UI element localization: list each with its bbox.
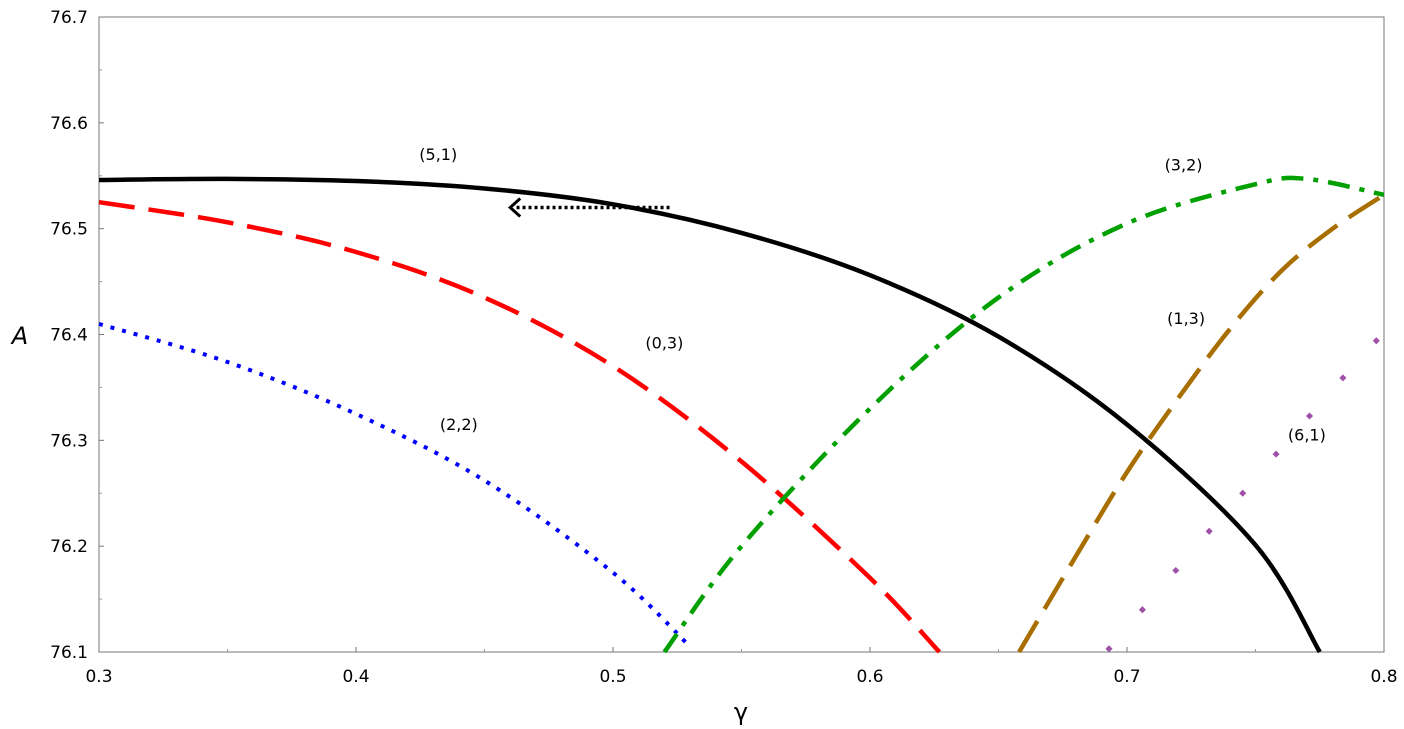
series-6-1-point [1239, 489, 1247, 497]
x-tick-label: 0.8 [1370, 667, 1397, 687]
series-6-1-point [1105, 645, 1113, 653]
series-1-3-line [1017, 192, 1386, 654]
series-3-2-line [662, 175, 1385, 654]
ticks-layer: 0.3 0.4 0.5 0.6 0.7 0.8 76.1 76.2 76.3 76.4 76.5 76… [50, 8, 1397, 687]
annotation-layer [507, 197, 670, 218]
x-tick-label: 0.7 [1113, 667, 1140, 687]
x-tick-label: 0.4 [342, 667, 369, 687]
x-axis-title: γ [734, 698, 748, 726]
arrow-head [507, 197, 522, 218]
y-tick-label: 76.1 [50, 643, 88, 663]
y-tick-label: 76.7 [50, 8, 88, 28]
series-6-1-point [1372, 337, 1380, 345]
label-layer: (5,1) (0,3) (2,2) (3,2) (1,3) (6,1) [419, 145, 1326, 444]
series-label-0-3: (0,3) [645, 333, 683, 352]
y-tick-label: 76.6 [50, 114, 88, 134]
series-label-1-3: (1,3) [1167, 309, 1205, 328]
y-tick-label: 76.5 [50, 220, 88, 240]
y-tick-label: 76.2 [50, 537, 88, 557]
series-6-1-point [1205, 527, 1213, 535]
series-0-3-line [98, 199, 942, 654]
y-axis-title: A [10, 322, 28, 350]
x-tick-label: 0.6 [856, 667, 883, 687]
y-tick-label: 76.4 [50, 326, 88, 346]
plot-frame [98, 16, 1385, 653]
series-6-1-point [1272, 450, 1280, 458]
series-label-5-1: (5,1) [419, 145, 457, 164]
x-tick-label: 0.3 [85, 667, 112, 687]
series-6-1-point [1339, 374, 1347, 382]
x-tick-label: 0.5 [599, 667, 626, 687]
series-label-2-2: (2,2) [440, 415, 478, 434]
series-2-2-line [98, 321, 692, 649]
y-tick-label: 76.3 [50, 431, 88, 451]
series-label-6-1: (6,1) [1288, 425, 1326, 444]
series-6-1-point [1138, 606, 1146, 614]
series-6-1-point [1305, 412, 1314, 420]
series-5-1-line [98, 176, 1322, 654]
series-layer [98, 175, 1386, 654]
series-6-1-point [1172, 566, 1180, 575]
series-label-3-2: (3,2) [1165, 155, 1203, 174]
